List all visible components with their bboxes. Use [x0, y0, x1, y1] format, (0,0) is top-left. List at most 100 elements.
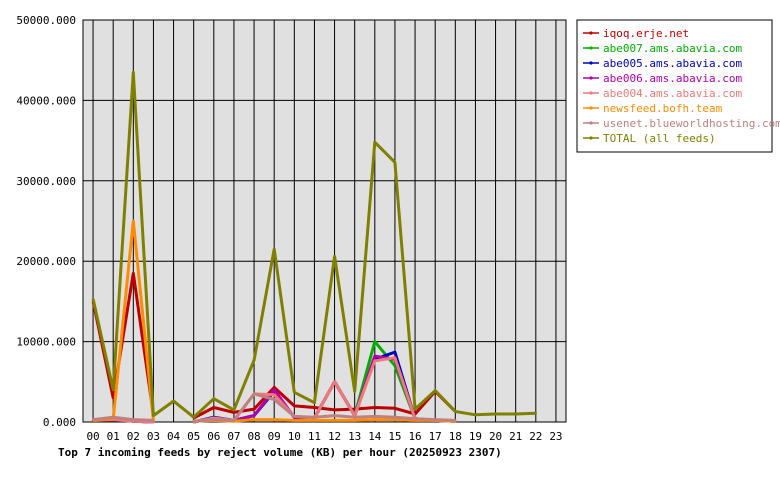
data-point-total-all-feeds	[393, 161, 397, 164]
legend-marker	[589, 61, 593, 65]
series-lines	[91, 70, 538, 424]
data-point-usenet-blueworldhosting-com	[232, 419, 236, 422]
x-tick-label: 14	[368, 430, 382, 443]
data-point-abe006-ams-abavia-com	[272, 388, 276, 392]
data-point-usenet-blueworldhosting-com	[91, 418, 95, 421]
data-point-newsfeed-bofh-team	[393, 418, 397, 421]
data-point-iqoq-erje-net	[212, 406, 216, 409]
data-point-newsfeed-bofh-team	[313, 419, 316, 422]
chart-title: Top 7 incoming feeds by reject volume (K…	[58, 446, 502, 459]
x-tick-label: 21	[509, 430, 522, 443]
series-line-usenet-blueworldhosting-com	[92, 392, 456, 423]
x-axis-ticks: 00 01 02 03 04 05 06 07 08 09 10 11 12 13 14 15 16 17 18 19…	[86, 430, 562, 443]
data-point-usenet-blueworldhosting-com	[152, 419, 155, 422]
data-point-iqoq-erje-net	[252, 407, 256, 411]
data-point-total-all-feeds	[514, 412, 517, 416]
legend-marker	[589, 31, 593, 35]
x-tick-label: 02	[127, 430, 140, 443]
data-point-abe004-ams-abavia-com	[373, 359, 377, 363]
data-point-usenet-blueworldhosting-com	[433, 418, 437, 421]
x-tick-label: 00	[86, 430, 99, 443]
x-tick-label: 04	[167, 430, 181, 443]
data-point-total-all-feeds	[252, 358, 256, 362]
data-point-abe004-ams-abavia-com	[333, 380, 336, 383]
data-point-total-all-feeds	[534, 411, 538, 415]
data-point-usenet-blueworldhosting-com	[333, 414, 336, 417]
y-tick-label: 30000.000	[16, 175, 76, 188]
data-point-total-all-feeds	[111, 388, 115, 392]
x-tick-label: 03	[147, 430, 160, 443]
x-tick-label: 19	[469, 430, 482, 443]
x-tick-label: 23	[549, 430, 562, 443]
legend-label: abe004.ams.abavia.com	[603, 87, 742, 100]
y-axis-ticks: 0.000 10000.000 20000.000 30000.000 40000.00…	[16, 14, 76, 429]
data-point-usenet-blueworldhosting-com	[212, 418, 216, 421]
data-point-total-all-feeds	[474, 413, 477, 416]
data-point-abe005-ams-abavia-com	[393, 350, 397, 354]
data-point-newsfeed-bofh-team	[373, 418, 377, 421]
data-point-total-all-feeds	[353, 390, 356, 393]
data-point-total-all-feeds	[172, 399, 175, 403]
x-tick-label: 13	[348, 430, 361, 443]
data-point-total-all-feeds	[433, 389, 437, 392]
plot-background	[82, 19, 567, 423]
data-point-iqoq-erje-net	[393, 407, 397, 410]
legend-marker	[589, 46, 593, 50]
x-tick-label: 12	[328, 430, 341, 443]
x-tick-label: 08	[247, 430, 260, 443]
data-point-usenet-blueworldhosting-com	[454, 419, 457, 422]
data-point-abe006-ams-abavia-com	[373, 354, 377, 358]
data-point-usenet-blueworldhosting-com	[353, 415, 356, 419]
legend-label: newsfeed.bofh.team	[603, 102, 723, 115]
data-point-abe006-ams-abavia-com	[252, 414, 256, 417]
data-point-total-all-feeds	[494, 412, 497, 416]
y-tick-label: 10000.000	[16, 336, 76, 349]
data-point-total-all-feeds	[192, 415, 195, 419]
data-point-newsfeed-bofh-team	[252, 418, 256, 421]
data-point-abe004-ams-abavia-com	[272, 393, 276, 396]
legend-marker	[589, 121, 593, 125]
data-point-iqoq-erje-net	[293, 404, 296, 408]
data-point-newsfeed-bofh-team	[333, 419, 336, 422]
data-point-usenet-blueworldhosting-com	[393, 415, 397, 419]
data-point-usenet-blueworldhosting-com	[111, 415, 115, 419]
legend-label: abe006.ams.abavia.com	[603, 72, 742, 85]
data-point-newsfeed-bofh-team	[293, 419, 296, 422]
x-tick-label: 10	[288, 430, 301, 443]
data-point-iqoq-erje-net	[373, 406, 377, 409]
data-point-total-all-feeds	[454, 410, 457, 413]
data-point-usenet-blueworldhosting-com	[252, 392, 256, 396]
legend-label: iqoq.erje.net	[603, 27, 689, 40]
x-tick-label: 06	[207, 430, 220, 443]
x-tick-label: 18	[449, 430, 462, 443]
legend-marker	[589, 136, 593, 140]
data-point-total-all-feeds	[313, 401, 316, 404]
y-tick-label: 0.000	[43, 416, 76, 429]
y-tick-label: 50000.000	[16, 14, 76, 27]
data-point-total-all-feeds	[212, 397, 216, 400]
x-tick-label: 22	[529, 430, 542, 443]
data-point-newsfeed-bofh-team	[272, 418, 276, 421]
legend-marker	[589, 106, 593, 110]
legend-marker	[589, 91, 593, 95]
data-point-total-all-feeds	[373, 141, 377, 144]
data-point-newsfeed-bofh-team	[132, 219, 135, 223]
data-point-iqoq-erje-net	[313, 406, 316, 409]
data-point-abe007-ams-abavia-com	[373, 340, 377, 343]
x-tick-label: 17	[429, 430, 442, 443]
legend-marker	[589, 76, 593, 80]
data-point-iqoq-erje-net	[272, 386, 276, 389]
data-point-total-all-feeds	[293, 391, 296, 394]
data-point-total-all-feeds	[132, 71, 135, 74]
legend-label: usenet.blueworldhosting.com	[603, 117, 780, 130]
data-point-iqoq-erje-net	[333, 408, 336, 412]
x-tick-label: 15	[388, 430, 401, 443]
y-tick-label: 40000.000	[16, 94, 76, 107]
data-point-usenet-blueworldhosting-com	[132, 418, 135, 421]
data-point-total-all-feeds	[152, 414, 155, 417]
legend-label: TOTAL (all feeds)	[603, 132, 716, 145]
data-point-iqoq-erje-net	[232, 411, 236, 414]
plot-area	[82, 19, 567, 423]
legend: iqoq.erje.net abe007.ams.abavia.com abe005…	[576, 19, 780, 153]
